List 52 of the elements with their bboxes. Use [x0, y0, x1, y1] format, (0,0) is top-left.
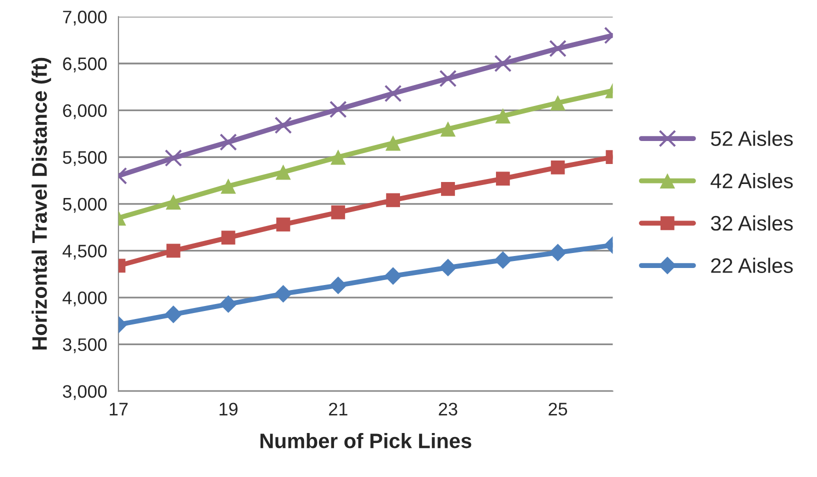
y-tick-label: 5,000	[62, 198, 107, 213]
y-tick-label: 7,000	[63, 10, 107, 26]
point	[220, 178, 236, 194]
point	[166, 194, 182, 210]
y-tick-label: 4,500	[62, 244, 107, 260]
point	[221, 230, 236, 245]
legend-label: 22 Aisles	[711, 258, 793, 274]
point	[550, 160, 565, 174]
point	[166, 244, 180, 258]
x-tick-label: 21	[329, 402, 348, 416]
point	[329, 276, 347, 294]
point	[164, 306, 182, 324]
point	[494, 54, 512, 72]
point	[441, 182, 455, 196]
point	[386, 193, 400, 208]
point	[494, 251, 512, 269]
y-tick-label: 4,000	[62, 291, 107, 306]
point	[549, 40, 567, 58]
point	[274, 284, 292, 303]
y-tick-label: 3,500	[62, 338, 107, 354]
point	[439, 258, 457, 276]
point	[274, 116, 292, 134]
legend-label: 42 Aisles	[710, 173, 793, 188]
legend-label: 32 Aisles	[710, 215, 793, 231]
point	[384, 267, 402, 285]
point	[219, 295, 238, 313]
legend-label: 52 Aisles	[710, 130, 793, 146]
y-tick-label: 3,000	[62, 385, 107, 400]
point	[495, 108, 511, 124]
x-axis-title: Number of Pick Lines	[260, 432, 472, 448]
y-axis-title: Horizontal Travel Distance (ft)	[32, 58, 52, 350]
point	[330, 149, 346, 165]
point	[331, 205, 346, 220]
point	[385, 135, 401, 151]
x-tick-label: 19	[220, 402, 238, 416]
point	[276, 164, 291, 180]
point	[550, 95, 566, 110]
x-tick-label: 17	[110, 402, 128, 416]
point	[220, 133, 237, 151]
y-tick-label: 5,500	[62, 151, 107, 166]
point	[276, 218, 290, 232]
point	[440, 121, 456, 137]
point	[164, 149, 182, 167]
x-tick-label: 23	[438, 402, 458, 416]
y-tick-label: 6,500	[63, 57, 107, 72]
x-tick-label: 25	[548, 402, 568, 416]
y-tick-label: 6,000	[63, 104, 107, 120]
point	[329, 100, 347, 118]
point	[384, 84, 402, 102]
point	[439, 70, 457, 88]
point	[548, 244, 567, 262]
point	[496, 172, 510, 186]
